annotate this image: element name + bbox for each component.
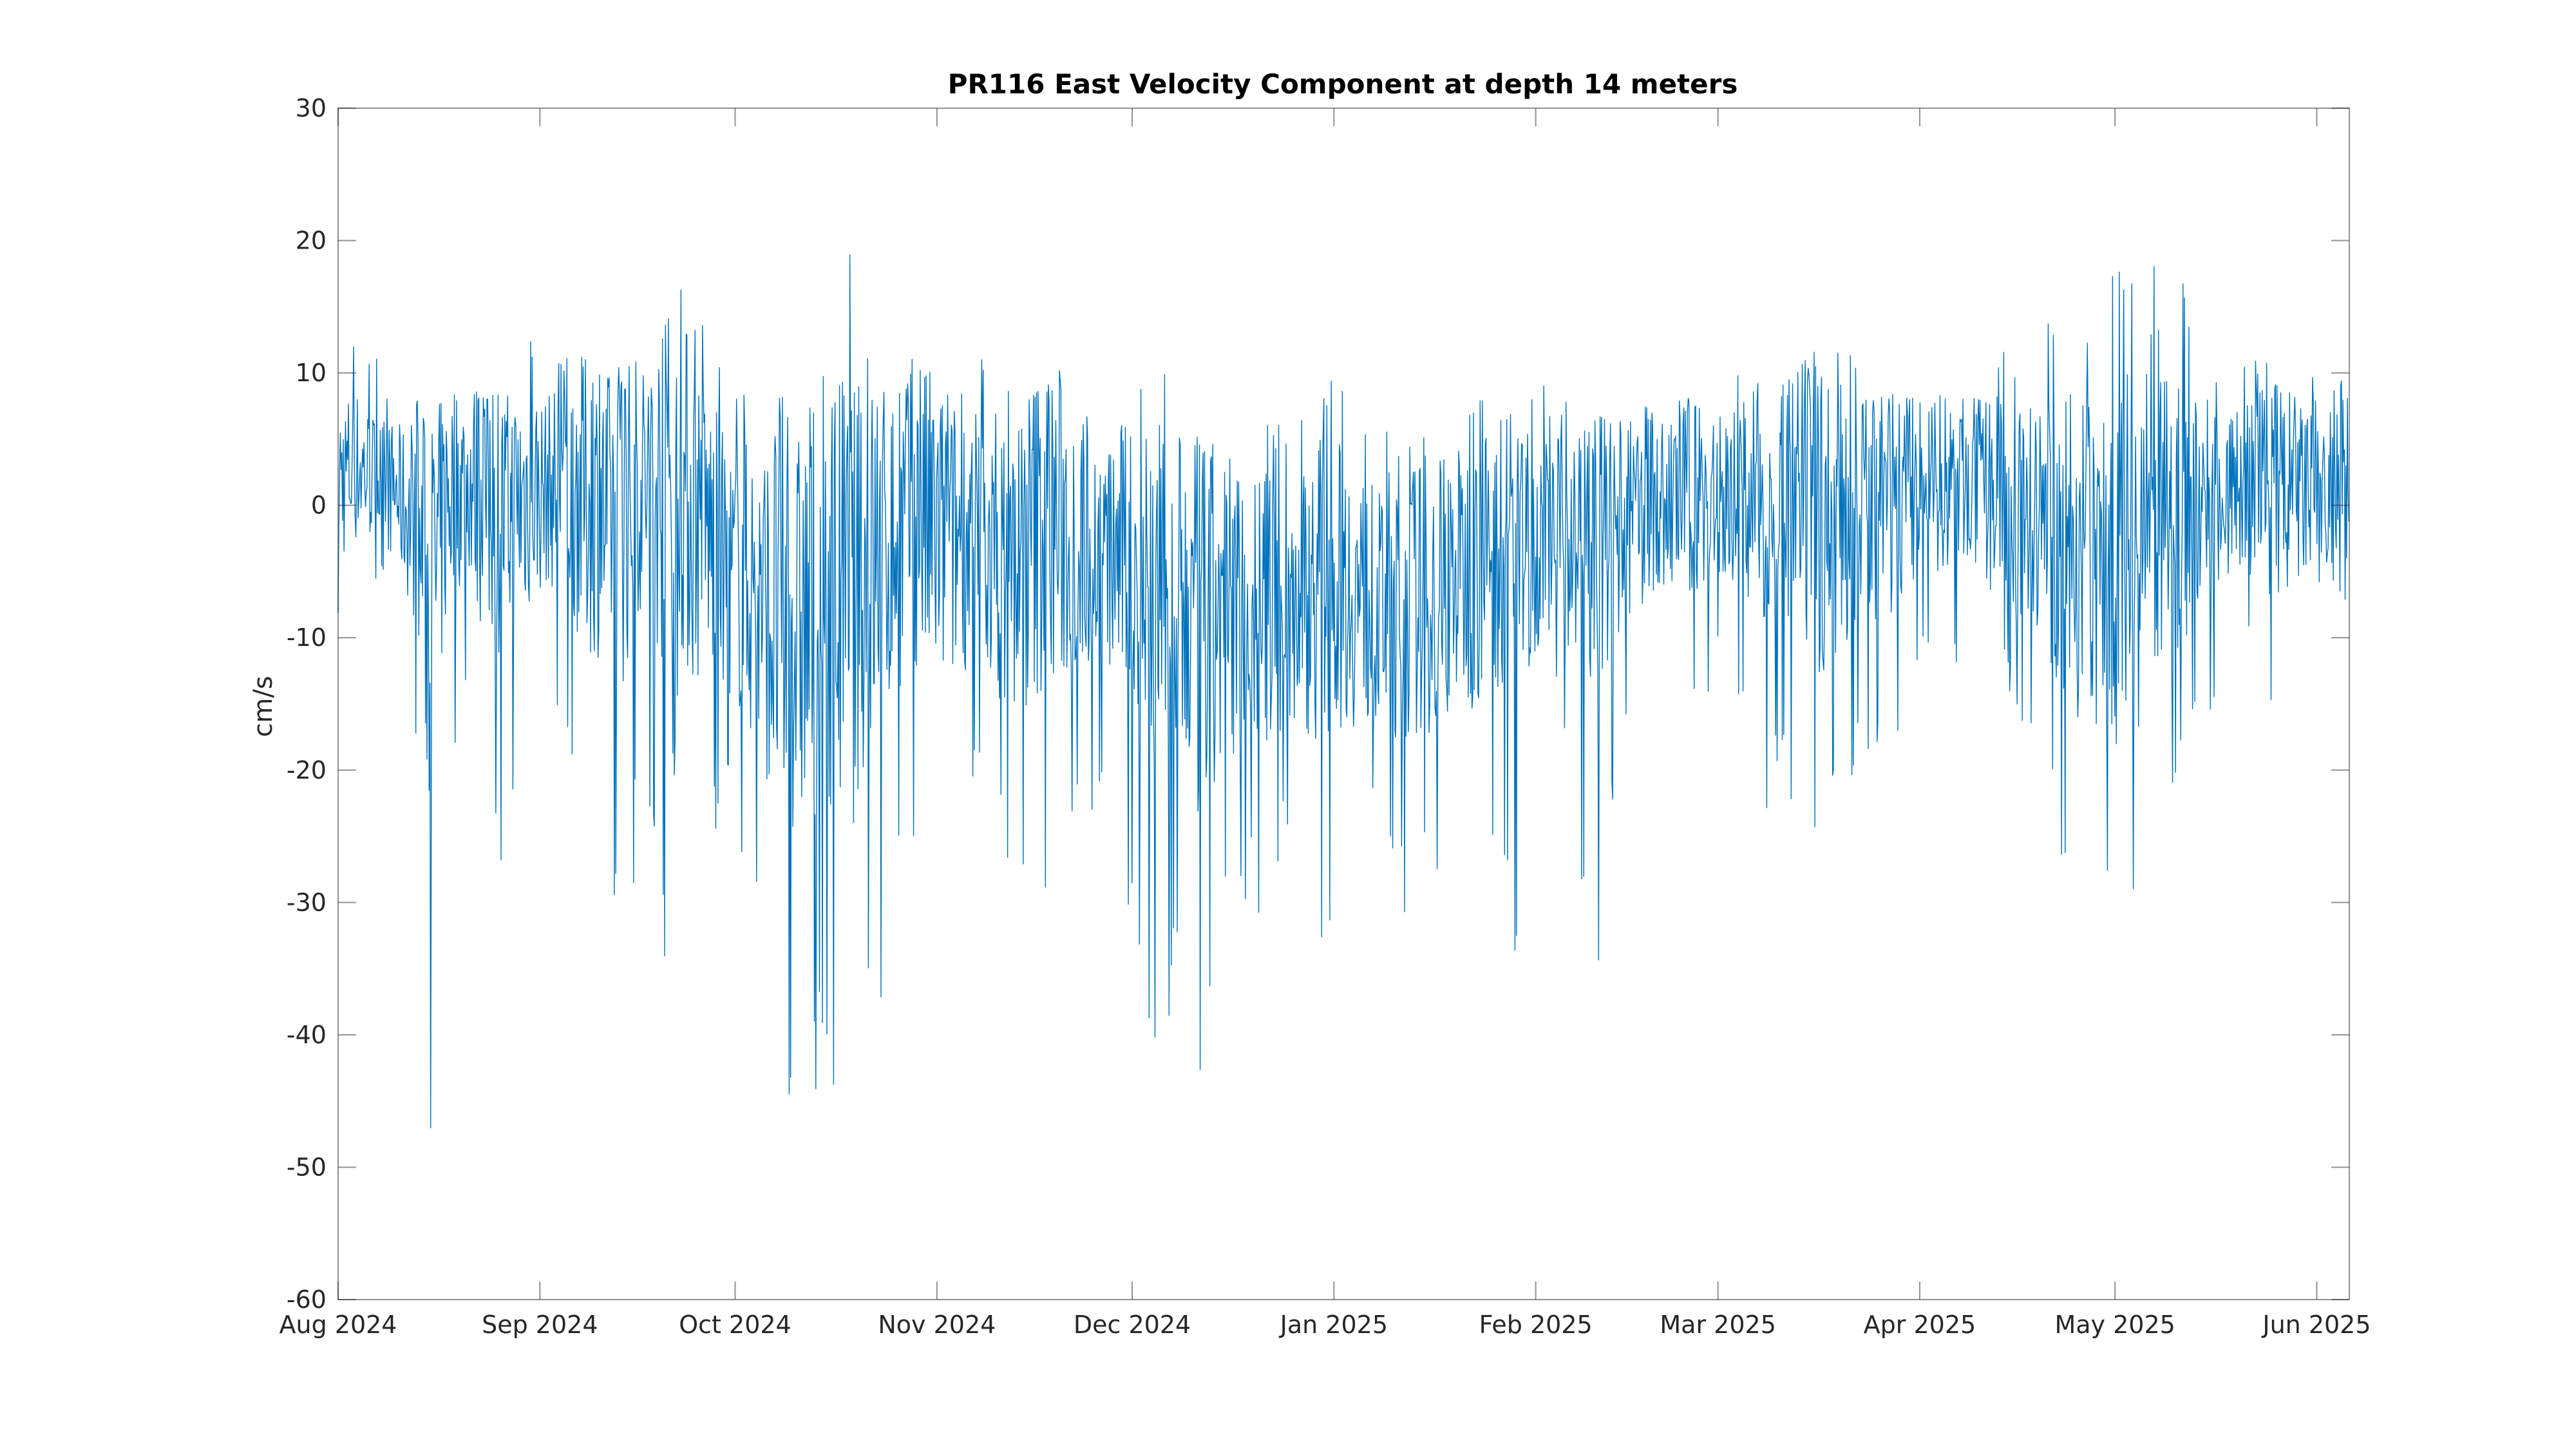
x-tick-label: May 2025 bbox=[2054, 1311, 2175, 1339]
x-tick-label: Jan 2025 bbox=[1279, 1311, 1388, 1339]
y-tick-label: 30 bbox=[296, 94, 327, 122]
plot-background bbox=[338, 108, 2349, 1300]
y-tick-label: -20 bbox=[287, 756, 327, 784]
y-tick-label: -60 bbox=[287, 1285, 327, 1314]
chart-title: PR116 East Velocity Component at depth 1… bbox=[948, 68, 1738, 100]
y-tick-label: 0 bbox=[311, 491, 327, 520]
y-tick-label: -40 bbox=[287, 1021, 327, 1049]
x-tick-label: Mar 2025 bbox=[1660, 1311, 1776, 1339]
y-axis-label: cm/s bbox=[249, 676, 278, 737]
x-tick-label: Oct 2024 bbox=[679, 1311, 791, 1339]
x-tick-label: Sep 2024 bbox=[482, 1311, 598, 1339]
x-tick-label: Nov 2024 bbox=[878, 1311, 996, 1339]
y-tick-label: -50 bbox=[287, 1153, 327, 1181]
x-tick-label: Dec 2024 bbox=[1074, 1311, 1191, 1339]
x-tick-label: Jun 2025 bbox=[2261, 1311, 2371, 1339]
x-tick-label: Aug 2024 bbox=[279, 1311, 397, 1339]
y-tick-label: -10 bbox=[287, 623, 327, 652]
y-tick-label: 10 bbox=[296, 359, 327, 387]
y-tick-label: 20 bbox=[296, 227, 327, 255]
x-tick-label: Apr 2025 bbox=[1864, 1311, 1976, 1339]
x-tick-label: Feb 2025 bbox=[1479, 1311, 1593, 1339]
y-tick-label: -30 bbox=[287, 888, 327, 916]
plot-area bbox=[338, 108, 2349, 1300]
